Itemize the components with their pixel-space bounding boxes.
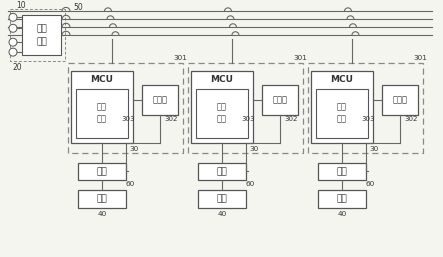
Bar — [22, 15, 61, 55]
Bar — [68, 63, 183, 153]
Text: 桨叶: 桨叶 — [337, 195, 347, 204]
Bar — [78, 162, 126, 180]
Bar — [308, 63, 423, 153]
Bar — [71, 71, 133, 143]
Text: 继电器: 继电器 — [392, 95, 408, 104]
Text: 301: 301 — [293, 55, 307, 61]
Bar — [318, 190, 366, 208]
Circle shape — [9, 38, 17, 46]
Bar — [76, 89, 128, 138]
Text: MCU: MCU — [90, 76, 113, 85]
Text: 继电器: 继电器 — [152, 95, 167, 104]
Text: 303: 303 — [361, 116, 375, 122]
Text: 302: 302 — [404, 116, 417, 122]
Circle shape — [9, 24, 17, 32]
Text: 303: 303 — [241, 116, 255, 122]
Text: 桨叶: 桨叶 — [217, 195, 227, 204]
Text: 电机: 电机 — [217, 167, 227, 176]
Text: 40: 40 — [338, 211, 346, 217]
Text: 模块: 模块 — [97, 115, 107, 124]
Text: 60: 60 — [125, 181, 135, 187]
Text: 电机: 电机 — [97, 167, 107, 176]
Bar — [196, 89, 248, 138]
Bar — [10, 9, 65, 61]
Circle shape — [9, 13, 17, 21]
Bar — [311, 71, 373, 143]
Text: 60: 60 — [245, 181, 255, 187]
Text: 诊断: 诊断 — [217, 103, 227, 112]
Text: 302: 302 — [164, 116, 177, 122]
Text: 继电器: 继电器 — [272, 95, 288, 104]
Text: 40: 40 — [97, 211, 107, 217]
Bar — [316, 89, 368, 138]
Bar — [318, 162, 366, 180]
Text: 30: 30 — [369, 146, 379, 152]
Bar — [382, 85, 418, 115]
Bar — [78, 190, 126, 208]
Text: 感应: 感应 — [36, 25, 47, 34]
Text: 40: 40 — [218, 211, 227, 217]
Text: 模块: 模块 — [337, 115, 347, 124]
Text: 50: 50 — [73, 3, 83, 12]
Bar — [191, 71, 253, 143]
Text: 302: 302 — [284, 116, 297, 122]
Bar — [142, 85, 178, 115]
Text: MCU: MCU — [210, 76, 233, 85]
Text: 诊断: 诊断 — [97, 103, 107, 112]
Text: 10: 10 — [16, 1, 26, 10]
Text: 桨叶: 桨叶 — [97, 195, 107, 204]
Text: 诊断: 诊断 — [337, 103, 347, 112]
Bar — [188, 63, 303, 153]
Text: 电机: 电机 — [337, 167, 347, 176]
Text: 60: 60 — [365, 181, 375, 187]
Text: 301: 301 — [413, 55, 427, 61]
Text: 301: 301 — [173, 55, 187, 61]
Bar — [262, 85, 298, 115]
Text: 30: 30 — [129, 146, 139, 152]
Text: 开关: 开关 — [36, 38, 47, 47]
Text: 303: 303 — [121, 116, 135, 122]
Bar — [198, 190, 246, 208]
Circle shape — [9, 48, 17, 56]
Text: 模块: 模块 — [217, 115, 227, 124]
Bar — [198, 162, 246, 180]
Text: MCU: MCU — [330, 76, 354, 85]
Text: 30: 30 — [249, 146, 259, 152]
Text: 20: 20 — [12, 62, 22, 71]
